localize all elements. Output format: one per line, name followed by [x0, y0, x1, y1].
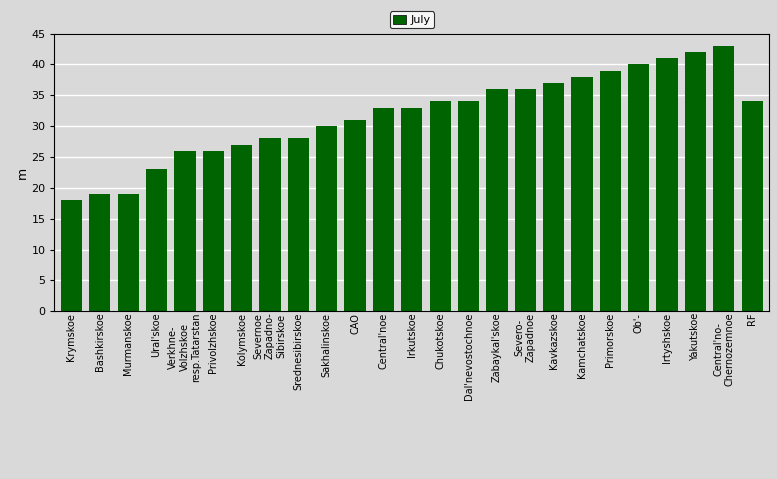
Bar	[571, 77, 593, 311]
Bar	[231, 145, 253, 311]
Bar	[543, 83, 564, 311]
Bar	[203, 151, 224, 311]
Bar	[373, 108, 394, 311]
Bar	[486, 89, 507, 311]
Bar	[628, 64, 650, 311]
Bar	[458, 102, 479, 311]
Bar	[89, 194, 110, 311]
Legend: July: July	[389, 11, 434, 28]
Bar	[174, 151, 196, 311]
Bar	[401, 108, 423, 311]
Bar	[117, 194, 139, 311]
Bar	[316, 126, 337, 311]
Bar	[260, 138, 280, 311]
Bar	[430, 102, 451, 311]
Y-axis label: m: m	[16, 166, 29, 179]
Bar	[713, 46, 734, 311]
Bar	[287, 138, 309, 311]
Bar	[146, 170, 167, 311]
Bar	[685, 52, 706, 311]
Bar	[657, 58, 678, 311]
Bar	[61, 200, 82, 311]
Bar	[741, 102, 763, 311]
Bar	[514, 89, 536, 311]
Bar	[344, 120, 366, 311]
Bar	[600, 70, 621, 311]
